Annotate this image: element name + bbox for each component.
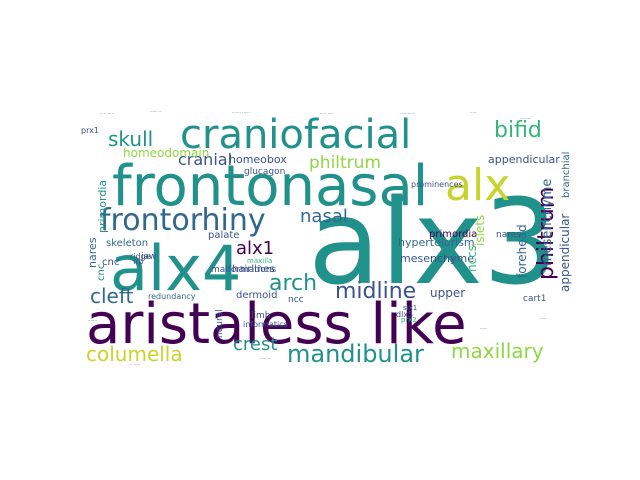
word-branchial-group: branchial (561, 152, 572, 198)
word-hairlines: homeobox (229, 153, 287, 166)
tiny-word: ······· (88, 318, 97, 323)
word-mandible: cart1 (523, 294, 546, 304)
word-philtrum-group: philtrum (534, 187, 559, 280)
word-homeodomain: hypertelorism (398, 236, 475, 249)
tiny-words: ·· ·· ····· ······ ·· ······· ······ ···… (88, 109, 546, 367)
word-alx3: alx3 (308, 173, 558, 311)
word-cnc-group: cnc (96, 264, 107, 281)
word-frontorhiny: frontorhiny (100, 203, 266, 238)
word-branchial: branchial (561, 152, 572, 198)
word-cranial: philtrum (309, 153, 381, 173)
tiny-word: ········· (520, 116, 531, 121)
tiny-word: ······ ·· (150, 109, 161, 114)
word-frontonasal: frontonasal (112, 154, 428, 219)
word-midline: midline (335, 279, 416, 304)
tiny-word: ·· ·· ····· (100, 111, 114, 116)
word-glucagon: glucagon (244, 167, 285, 177)
word-nasal: nasal (300, 206, 348, 227)
word-hypertelorism: upper (430, 286, 465, 300)
word-neural: neural (215, 309, 225, 338)
word-islets: islets (473, 215, 487, 246)
word-craniofacial: craniofacial (180, 112, 411, 158)
word-prx2: prx2 (401, 316, 417, 324)
tiny-word: ····· ····· (320, 111, 334, 116)
word-mesenchyme-group: mesenchyme (540, 179, 555, 266)
word-columella: columella (86, 342, 183, 366)
word-aristaless-like: aristaless like (86, 292, 467, 357)
word-facial: dermoid (236, 290, 277, 301)
word-alx4: alx4 (110, 232, 241, 305)
word-informatics: informatics (243, 320, 288, 329)
word-palate: homeodomain (123, 146, 209, 160)
tiny-word: ·· ····· (130, 362, 140, 367)
word-forehead-group: forehead (515, 224, 529, 278)
word-crest: cranial (178, 150, 232, 169)
word-ncc: ncc (288, 295, 304, 305)
word-nccs-group: nccs (465, 245, 479, 272)
word-lip: lip (133, 257, 144, 267)
tiny-word: ······ (480, 326, 488, 331)
word-appendicular-group: appendicular (558, 214, 572, 292)
word-pharyngeal: jaw (140, 252, 156, 262)
word-nccs: nccs (465, 245, 479, 272)
word-dlx5: dlx5 (396, 310, 413, 319)
word-appendicular: appendicular (558, 214, 572, 292)
word-neural-group: neural (215, 309, 225, 338)
tiny-word: ············ (400, 111, 415, 116)
word-limb: limb (251, 311, 271, 321)
word-blueprint: redundancy (148, 292, 196, 301)
word-nares: nares (86, 237, 99, 268)
tiny-word: ······· ······ (232, 110, 250, 115)
word-six1: six1 (403, 304, 417, 312)
word-nares-group: nares (86, 237, 99, 268)
word-mesenchyme: mesenchyme (540, 179, 555, 266)
word-forehead: forehead (515, 224, 529, 278)
word-maxillary: maxillary (451, 339, 544, 363)
word-bifid: bifid (494, 118, 542, 143)
word-arch: arch (269, 271, 317, 296)
word-ridge: ridge (130, 252, 151, 261)
word-malformations: skeleton (106, 238, 148, 249)
word-primordia-group: primordia (96, 180, 109, 233)
word-alx1: alx1 (236, 238, 274, 259)
word-prominences: prominences (411, 180, 463, 189)
word-cleft: cleft (90, 284, 134, 308)
word-alx: alx (445, 160, 510, 211)
word-skeleton: appendicular (488, 153, 560, 166)
word-mandibular: mandibular (287, 340, 424, 368)
word-cnc: cnc (96, 264, 107, 281)
tiny-word: ········· (260, 356, 271, 361)
word-redundancy: hairlines (232, 264, 275, 275)
word-prx1: prx1 (81, 126, 99, 135)
word-skull: skull (108, 127, 153, 151)
word-dermoid: palate (208, 230, 239, 241)
word-maxilla: maxilla (247, 257, 272, 265)
word-medial: nares (496, 230, 521, 240)
word-homeobox: mesenchyme (400, 252, 474, 265)
tiny-word: ····· (470, 110, 476, 115)
word-cart1: malformations (211, 265, 277, 275)
word-fgf8: primordia (429, 229, 477, 240)
word-philtrum: philtrum (534, 187, 559, 280)
word-upper: crest (233, 334, 277, 355)
word-jaw: cnc (102, 257, 119, 268)
word-islets-group: islets (473, 215, 487, 246)
tiny-word: ····· (540, 316, 546, 321)
word-primordia: primordia (96, 180, 109, 233)
